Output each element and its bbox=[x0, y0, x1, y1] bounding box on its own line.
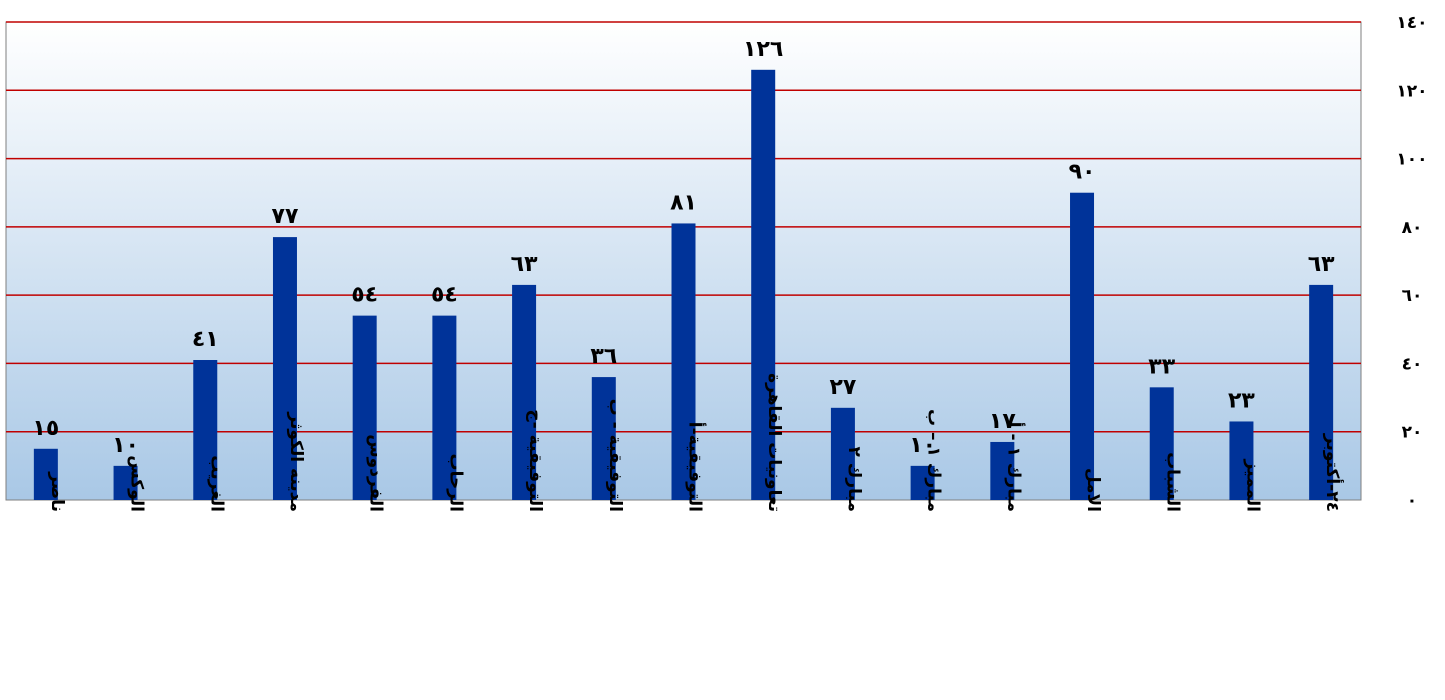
y-axis-ticks: ٠ ٢٠ ٤٠ ٦٠ ٨٠ ١٠٠ ١٢٠ ١٤٠ bbox=[1396, 13, 1427, 511]
y-tick-label: ٤٠ bbox=[1402, 354, 1423, 374]
data-label: ٣٦ bbox=[590, 344, 617, 369]
data-label: ٥٤ bbox=[351, 283, 378, 308]
data-label: ٧٧ bbox=[272, 204, 299, 229]
y-tick-label: ٨٠ bbox=[1402, 218, 1423, 238]
data-label: ٢٧ bbox=[829, 375, 856, 400]
bar bbox=[432, 315, 457, 500]
category-label: الفردوس bbox=[366, 434, 386, 512]
y-tick-label: ٦٠ bbox=[1402, 286, 1423, 306]
gridlines bbox=[6, 21, 1361, 433]
y-tick-label: ٢٠ bbox=[1402, 423, 1423, 443]
category-label: الامل bbox=[1083, 468, 1103, 512]
bar bbox=[113, 465, 138, 500]
x-axis-categories: ناصر الوكس الغريب مدينه الكوثر الفردوس الرحاب… bbox=[47, 373, 1344, 512]
bar bbox=[1070, 192, 1095, 500]
bar bbox=[33, 448, 58, 500]
y-tick-label: ١٠٠ bbox=[1396, 150, 1427, 170]
bar bbox=[1229, 421, 1254, 500]
category-label: التوفيقية-أ bbox=[685, 422, 707, 512]
data-label: ٩٠ bbox=[1069, 160, 1096, 185]
category-label: ناصر bbox=[47, 471, 67, 512]
bar bbox=[193, 360, 218, 500]
bar bbox=[272, 237, 297, 500]
category-label: التوفيقية - ب bbox=[605, 399, 625, 512]
y-tick-label: ١٤٠ bbox=[1396, 13, 1427, 33]
category-label: مبارك ١ – ب bbox=[924, 409, 944, 512]
category-label: مبارك ٢ bbox=[844, 446, 864, 512]
data-label: ١٠ bbox=[909, 433, 936, 458]
category-label: تعاونيات القاهرة bbox=[764, 373, 784, 512]
category-label: التوفيقية -ج bbox=[525, 409, 545, 512]
data-label: ٦٣ bbox=[1308, 252, 1335, 277]
bar bbox=[352, 315, 377, 500]
y-tick-label: ٠ bbox=[1407, 491, 1417, 511]
bar bbox=[751, 69, 776, 501]
data-label: ٤١ bbox=[192, 327, 219, 352]
value-labels: ١٥ ١٠ ٤١ ٧٧ ٥٤ ٥٤ ٦٣ ٣٦ ٨١ ١٢٦ ٢٧ ١٠ ١٧ ٩٠ ٣٣ ٢٣ ٦٣ bbox=[32, 37, 1335, 458]
data-label: ١٢٦ bbox=[743, 37, 783, 62]
bar bbox=[990, 441, 1015, 500]
category-label: مدينه الكوثر bbox=[286, 411, 306, 512]
data-label: ١٧ bbox=[989, 409, 1016, 434]
category-label: ٢٤-أكتوبر bbox=[1322, 433, 1344, 512]
category-label: الوكس bbox=[127, 455, 147, 512]
category-label: مبارك ١ - أ bbox=[1003, 422, 1025, 512]
data-label: ١٠ bbox=[112, 433, 139, 458]
data-label: ١٥ bbox=[32, 416, 59, 441]
category-label: الغريب bbox=[206, 455, 226, 512]
bar bbox=[671, 223, 696, 500]
bar bbox=[910, 465, 935, 500]
bar bbox=[1149, 387, 1174, 500]
data-label: ٥٤ bbox=[431, 283, 458, 308]
bar bbox=[830, 407, 855, 500]
bars bbox=[33, 69, 1334, 501]
data-label: ٢٣ bbox=[1228, 388, 1255, 413]
bar bbox=[591, 377, 616, 500]
bar bbox=[512, 284, 537, 500]
category-label: المميز bbox=[1242, 458, 1262, 512]
bar bbox=[1309, 284, 1334, 500]
data-label: ٣٣ bbox=[1148, 354, 1175, 379]
data-label: ٦٣ bbox=[511, 252, 538, 277]
category-label: الشباب bbox=[1163, 452, 1183, 512]
data-label: ٨١ bbox=[670, 190, 697, 215]
category-label: الرحاب bbox=[445, 453, 465, 512]
y-tick-label: ١٢٠ bbox=[1396, 81, 1427, 101]
